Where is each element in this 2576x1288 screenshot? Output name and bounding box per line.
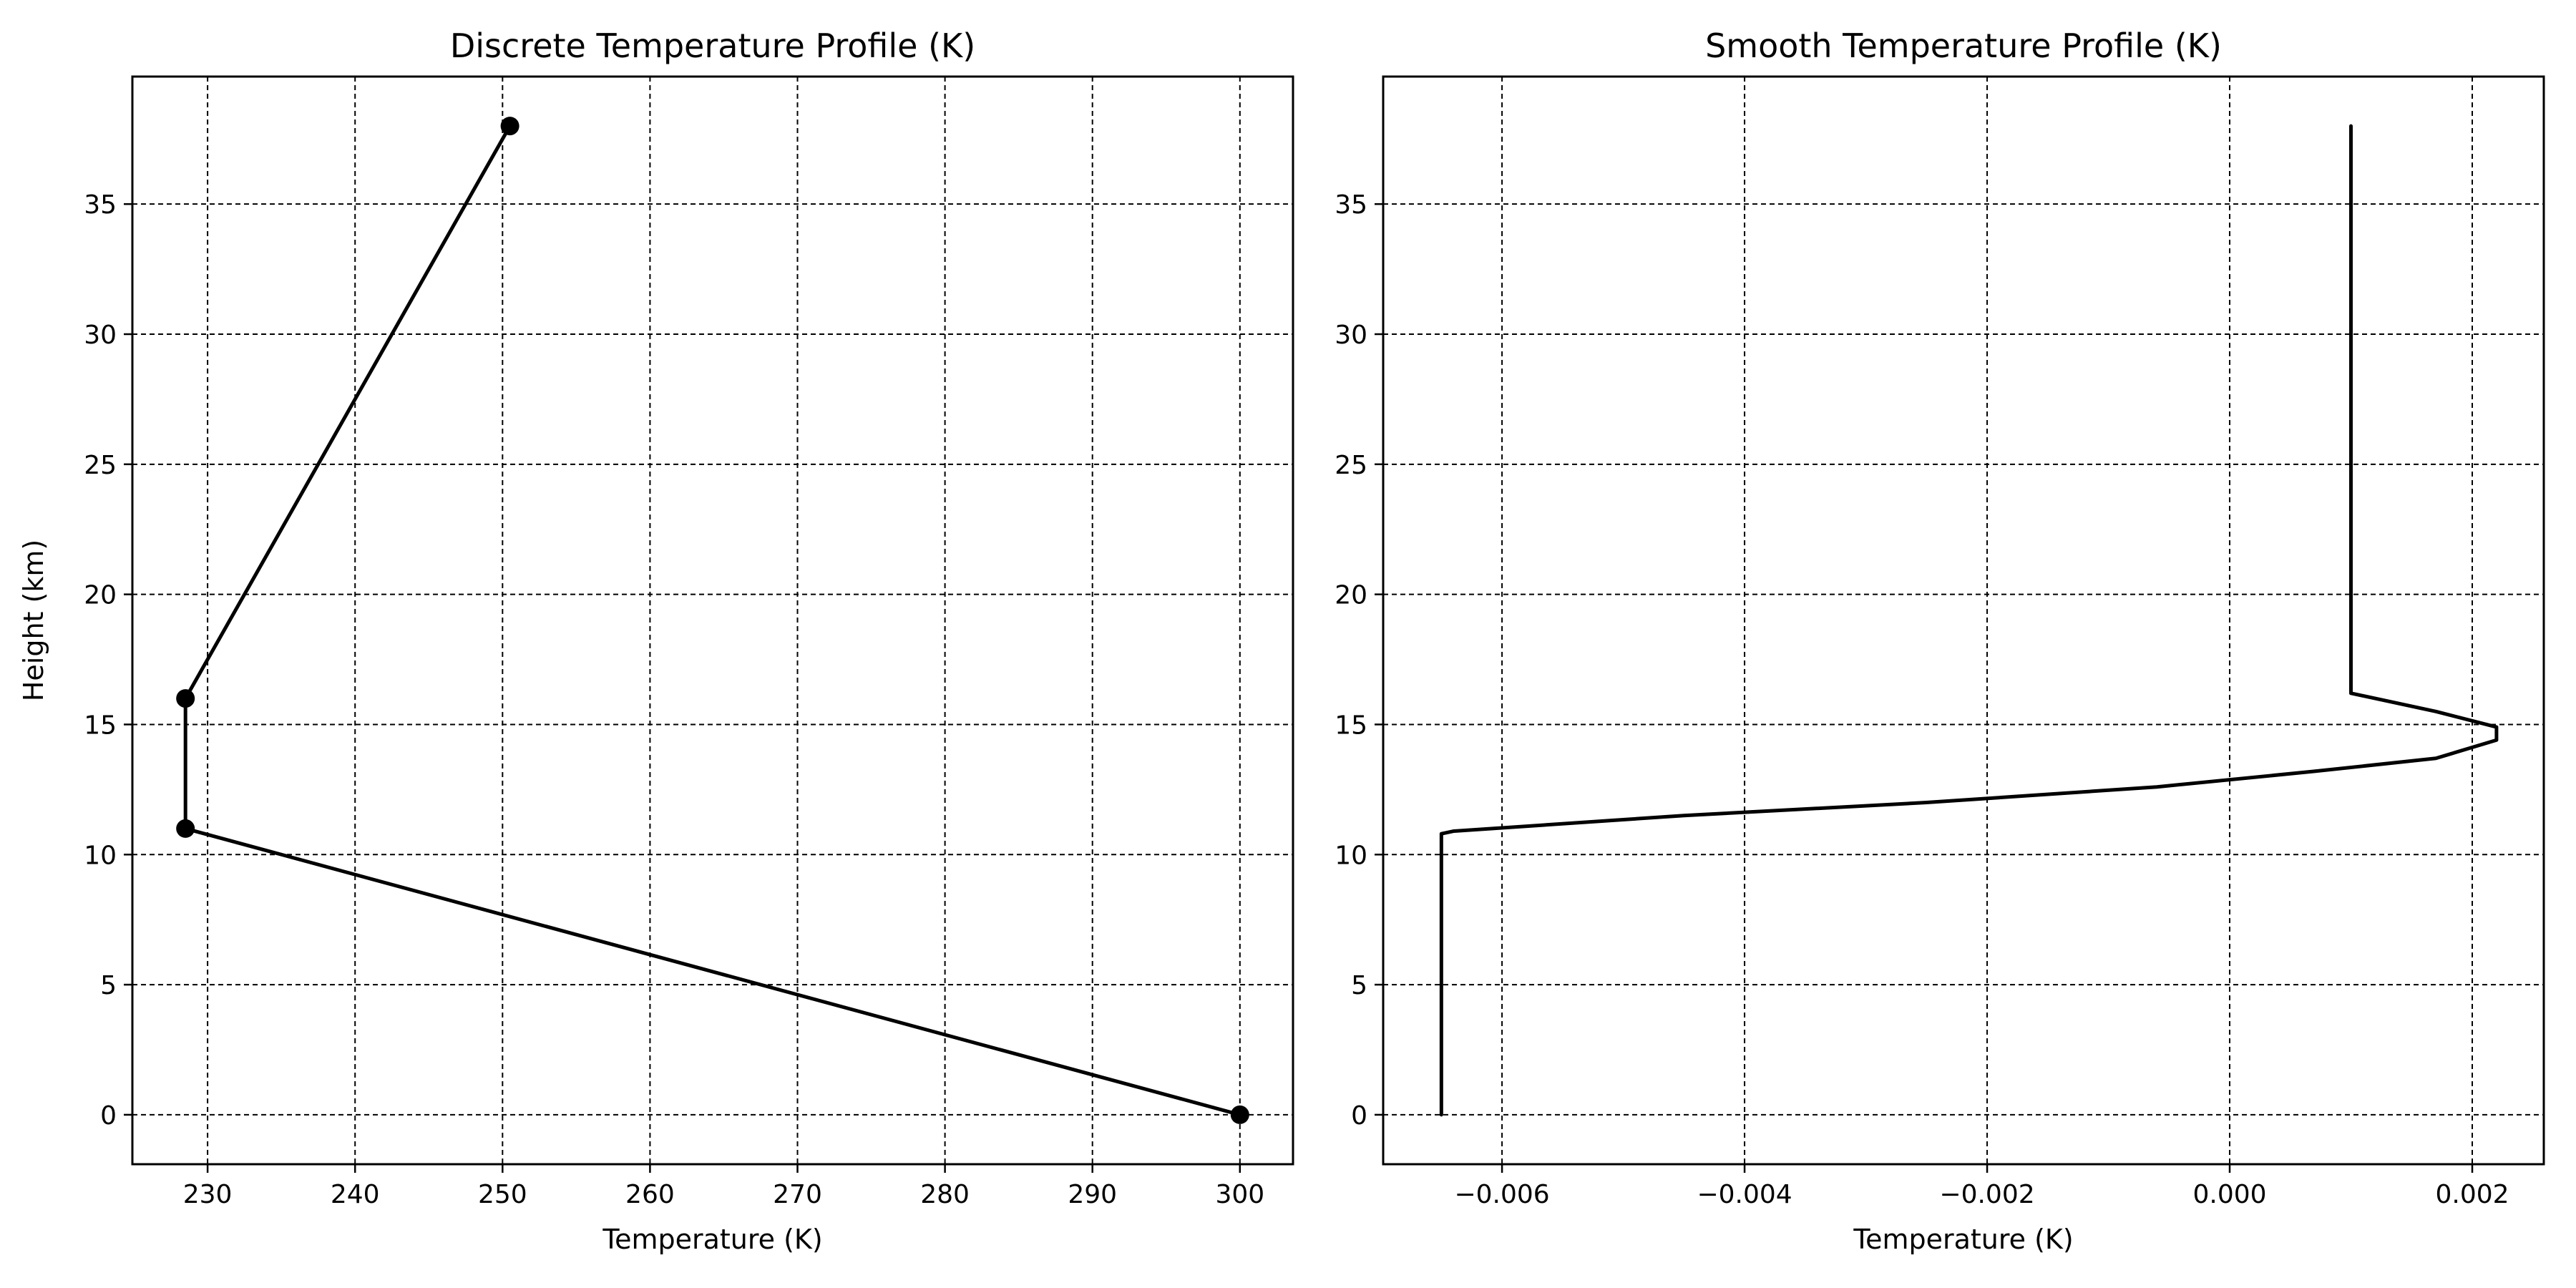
discrete-x-tick-label: 270 <box>773 1180 822 1209</box>
discrete-y-tick-label: 30 <box>84 321 117 350</box>
discrete-series <box>176 117 1249 1124</box>
discrete-x-axis-label: Temperature (K) <box>602 1224 822 1255</box>
discrete-chart-title: Discrete Temperature Profile (K) <box>450 26 975 65</box>
smooth-chart-title: Smooth Temperature Profile (K) <box>1705 26 2222 65</box>
smooth-x-tick-label: 0.002 <box>2435 1180 2509 1209</box>
discrete-y-tick-label: 20 <box>84 581 117 610</box>
discrete-data-point <box>1230 1105 1249 1124</box>
discrete-series-line <box>183 124 1242 1117</box>
discrete-data-point <box>176 689 195 708</box>
smooth-y-tick-label: 25 <box>1335 451 1367 480</box>
smooth-y-tick-label: 0 <box>1351 1101 1367 1131</box>
smooth-series-line <box>1439 124 2499 1117</box>
discrete-data-point <box>176 819 195 838</box>
discrete-data-point <box>500 117 519 136</box>
smooth-y-tick-label: 5 <box>1351 971 1367 1000</box>
smooth-x-axis-label: Temperature (K) <box>1853 1224 2073 1255</box>
discrete-x-tick-label: 240 <box>331 1180 380 1209</box>
discrete-x-tick-label: 300 <box>1215 1180 1264 1209</box>
discrete-x-tick-label: 290 <box>1068 1180 1117 1209</box>
smooth-y-tick-label: 35 <box>1335 190 1367 220</box>
discrete-y-tick-label: 10 <box>84 841 117 870</box>
smooth-y-tick-label: 10 <box>1335 841 1367 870</box>
smooth-y-tick-label: 30 <box>1335 321 1367 350</box>
smooth-y-tick-label: 20 <box>1335 581 1367 610</box>
discrete-y-tick-label: 25 <box>84 451 117 480</box>
discrete-y-tick-label: 0 <box>100 1101 117 1131</box>
discrete-y-axis-label: Height (km) <box>18 540 49 701</box>
discrete-y-tick-label: 5 <box>100 971 117 1000</box>
smooth-x-tick-label: −0.004 <box>1697 1180 1792 1209</box>
smooth-axes-frame <box>1382 75 2545 1166</box>
smooth-x-tick-label: 0.000 <box>2192 1180 2266 1209</box>
smooth-x-tick-label: −0.006 <box>1454 1180 1549 1209</box>
discrete-grid <box>132 77 1293 1164</box>
discrete-y-tick-label: 15 <box>84 711 117 740</box>
discrete-x-tick-label: 260 <box>625 1180 675 1209</box>
discrete-axes-frame <box>131 75 1294 1166</box>
smooth-x-tick-label: −0.002 <box>1939 1180 2034 1209</box>
discrete-y-tick-label: 35 <box>84 190 117 220</box>
smooth-y-tick-label: 15 <box>1335 711 1367 740</box>
smooth-series <box>1439 124 2499 1117</box>
discrete-x-tick-label: 230 <box>183 1180 233 1209</box>
discrete-x-tick-label: 280 <box>920 1180 970 1209</box>
discrete-x-tick-label: 250 <box>478 1180 527 1209</box>
discrete-ticks: 230 240 250 260 270 280 290 300 0 5 10 15 20 25 30 35 <box>84 190 1264 1209</box>
discrete-profile-panel: 230 240 250 260 270 280 290 300 0 5 10 15 20 25 30 35 D… <box>18 26 1294 1255</box>
smooth-grid <box>1383 77 2544 1164</box>
smooth-profile-panel: −0.006 −0.004 −0.002 0.000 0.002 0 5 10 15 20 25 30… <box>1335 26 2545 1255</box>
smooth-ticks: −0.006 −0.004 −0.002 0.000 0.002 0 5 10 15 20 25 30… <box>1335 190 2509 1209</box>
